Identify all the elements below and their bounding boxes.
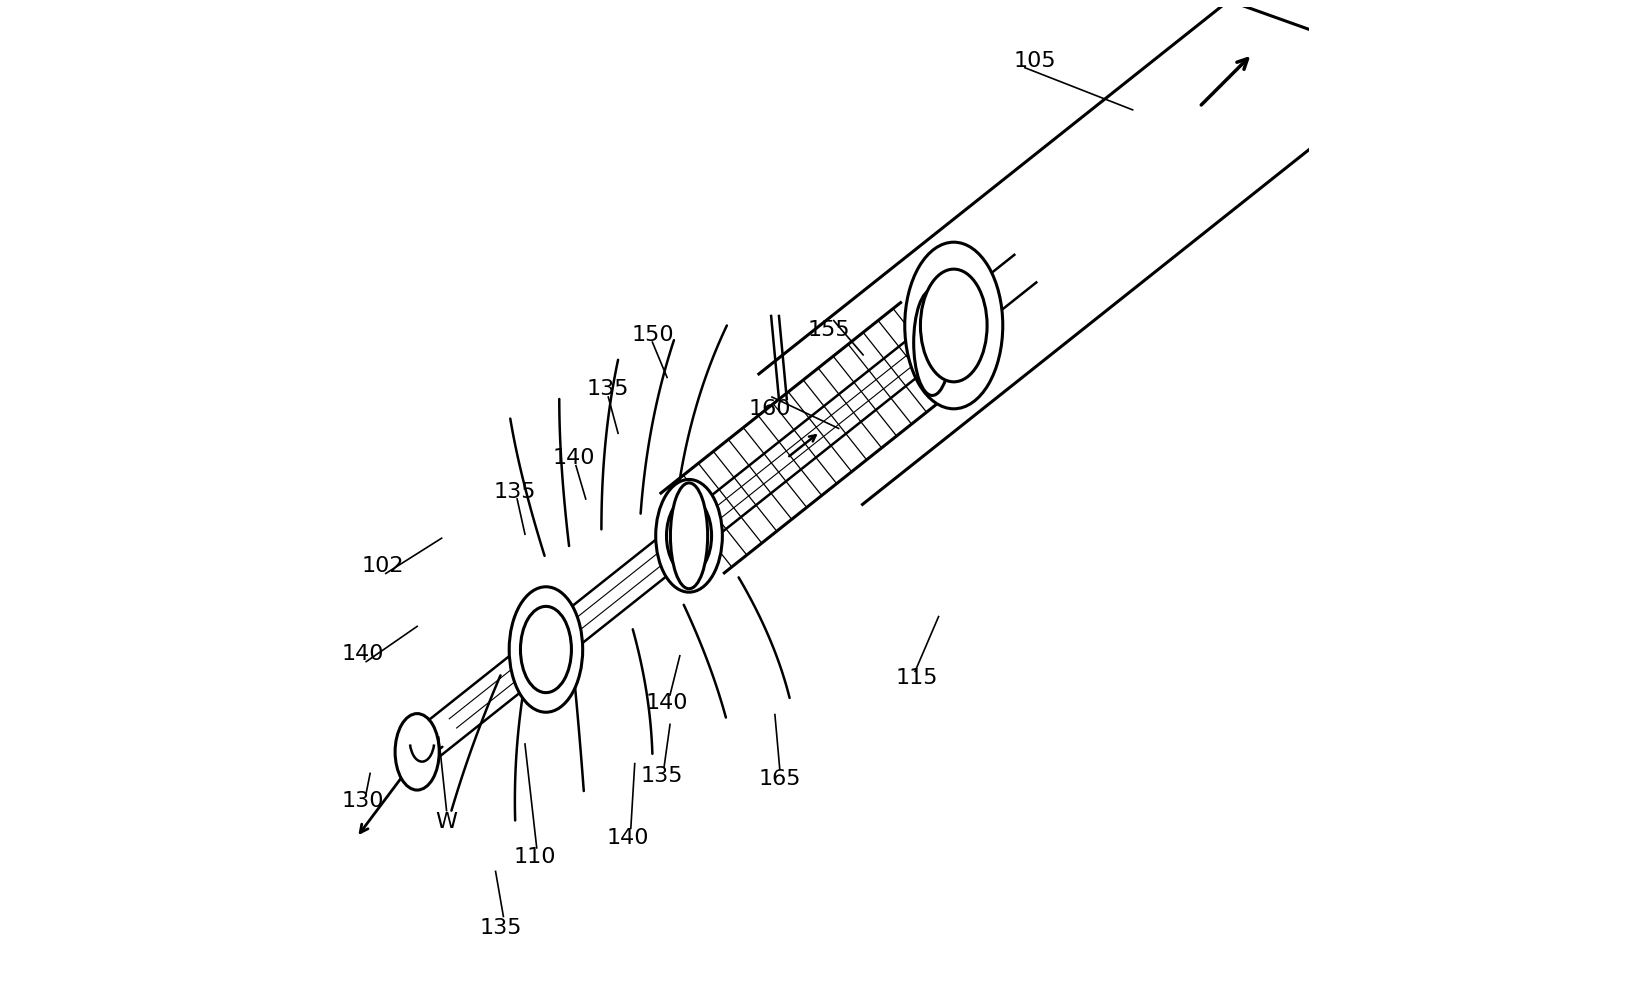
Ellipse shape [509, 586, 583, 713]
Text: 140: 140 [552, 447, 595, 468]
Text: 140: 140 [645, 693, 688, 713]
Text: W: W [436, 812, 457, 832]
Text: 105: 105 [1014, 51, 1057, 71]
Text: 135: 135 [586, 379, 629, 400]
Text: 135: 135 [640, 766, 683, 786]
Ellipse shape [904, 243, 1002, 409]
Text: 135: 135 [480, 918, 523, 938]
Ellipse shape [655, 479, 722, 592]
Text: 110: 110 [514, 847, 555, 867]
Ellipse shape [921, 269, 988, 382]
Text: 130: 130 [342, 791, 385, 811]
Text: 135: 135 [495, 482, 536, 502]
Text: 150: 150 [631, 325, 673, 345]
Ellipse shape [521, 606, 572, 693]
Ellipse shape [670, 483, 708, 588]
Text: 102: 102 [362, 556, 405, 576]
Text: 155: 155 [808, 320, 850, 340]
Ellipse shape [667, 498, 711, 575]
Text: 140: 140 [606, 828, 649, 848]
Text: 160: 160 [749, 399, 791, 418]
Text: 115: 115 [896, 668, 939, 688]
Ellipse shape [914, 289, 952, 396]
Text: 165: 165 [758, 769, 801, 789]
Text: 140: 140 [342, 644, 385, 664]
Ellipse shape [395, 714, 439, 790]
